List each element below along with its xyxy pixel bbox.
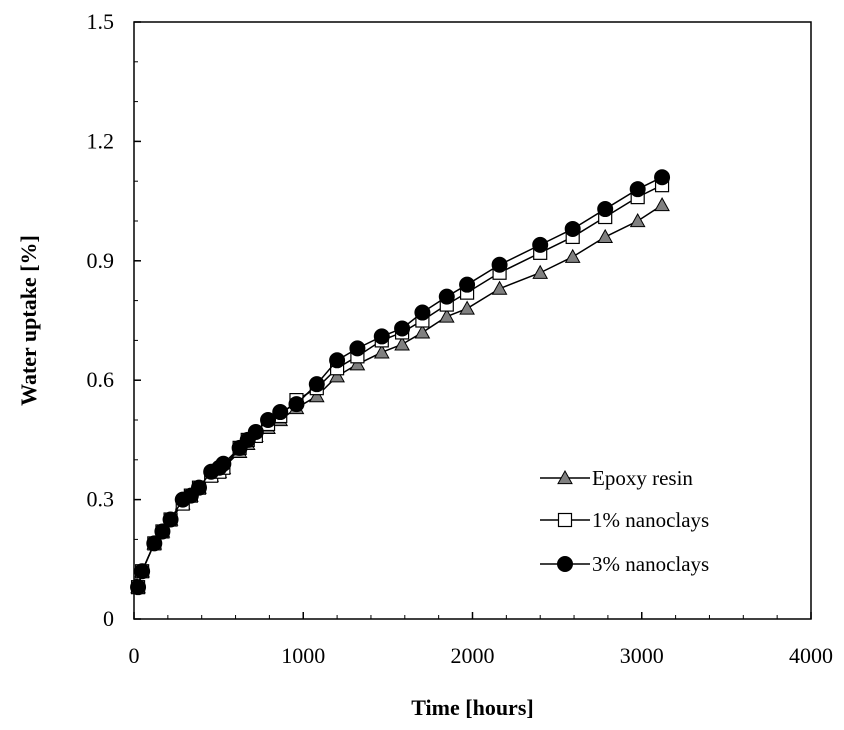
x-tick-label: 0 [129, 643, 140, 668]
legend: Epoxy resin 1% nanoclays 3% nanoclays [540, 466, 709, 576]
x-tick-label: 3000 [620, 643, 664, 668]
data-point [130, 579, 147, 596]
y-tick-label: 0.3 [87, 487, 115, 512]
data-point [373, 328, 390, 345]
x-tick-label: 2000 [451, 643, 495, 668]
data-point [597, 201, 614, 218]
y-tick-label: 0.9 [87, 248, 115, 273]
data-point [629, 181, 646, 198]
data-point [373, 344, 390, 359]
legend-label: 3% nanoclays [592, 552, 709, 576]
data-point [654, 169, 671, 186]
series-circle [130, 169, 671, 596]
legend-label: Epoxy resin [592, 466, 693, 490]
series-layer [130, 169, 671, 596]
x-tick-label: 4000 [789, 643, 833, 668]
data-point [597, 228, 614, 244]
y-axis: 0 0.3 0.6 0.9 1.2 1.5 [87, 9, 141, 631]
data-point [459, 300, 475, 315]
data-point [329, 368, 345, 383]
series-square [130, 178, 670, 595]
series-line [137, 204, 663, 588]
data-point [190, 479, 207, 496]
data-point [308, 376, 325, 393]
series-line [137, 176, 663, 588]
data-point [459, 276, 476, 293]
data-point [247, 423, 264, 440]
data-point [308, 388, 325, 403]
series-line [137, 184, 663, 588]
legend-marker-circle [557, 556, 573, 572]
data-point [329, 352, 346, 369]
data-point [438, 308, 455, 323]
x-axis-title: Time [hours] [411, 695, 533, 720]
data-point [394, 320, 411, 337]
y-tick-label: 0.6 [87, 367, 115, 392]
data-point [491, 256, 508, 273]
data-point [532, 264, 549, 279]
series-triangle [130, 197, 670, 594]
x-tick-label: 1000 [281, 643, 325, 668]
data-point [260, 412, 277, 428]
data-point [162, 511, 179, 528]
plot-area [133, 21, 812, 620]
y-tick-label: 1.5 [87, 9, 115, 34]
data-point [532, 236, 549, 253]
y-tick-label: 1.2 [87, 128, 115, 153]
y-tick-label: 0 [103, 606, 114, 631]
legend-marker-triangle [557, 469, 573, 485]
data-point [564, 220, 581, 237]
legend-marker-square [557, 512, 573, 528]
data-point [146, 535, 163, 552]
data-point [438, 288, 455, 305]
data-point [215, 455, 232, 472]
plot-border [133, 21, 812, 620]
x-axis: 0 1000 2000 3000 4000 [129, 612, 833, 668]
data-point [491, 280, 508, 295]
data-point [272, 404, 289, 421]
data-point [154, 523, 171, 540]
data-point [629, 212, 646, 228]
data-point [288, 396, 305, 413]
data-point [349, 356, 366, 371]
data-point [414, 304, 431, 321]
legend-label: 1% nanoclays [592, 508, 709, 532]
data-point [414, 324, 431, 339]
data-point [134, 563, 151, 580]
data-point [564, 248, 581, 263]
data-point [349, 340, 366, 357]
y-axis-title: Water uptake [%] [16, 235, 41, 406]
data-point [394, 336, 410, 351]
data-point [654, 197, 670, 212]
